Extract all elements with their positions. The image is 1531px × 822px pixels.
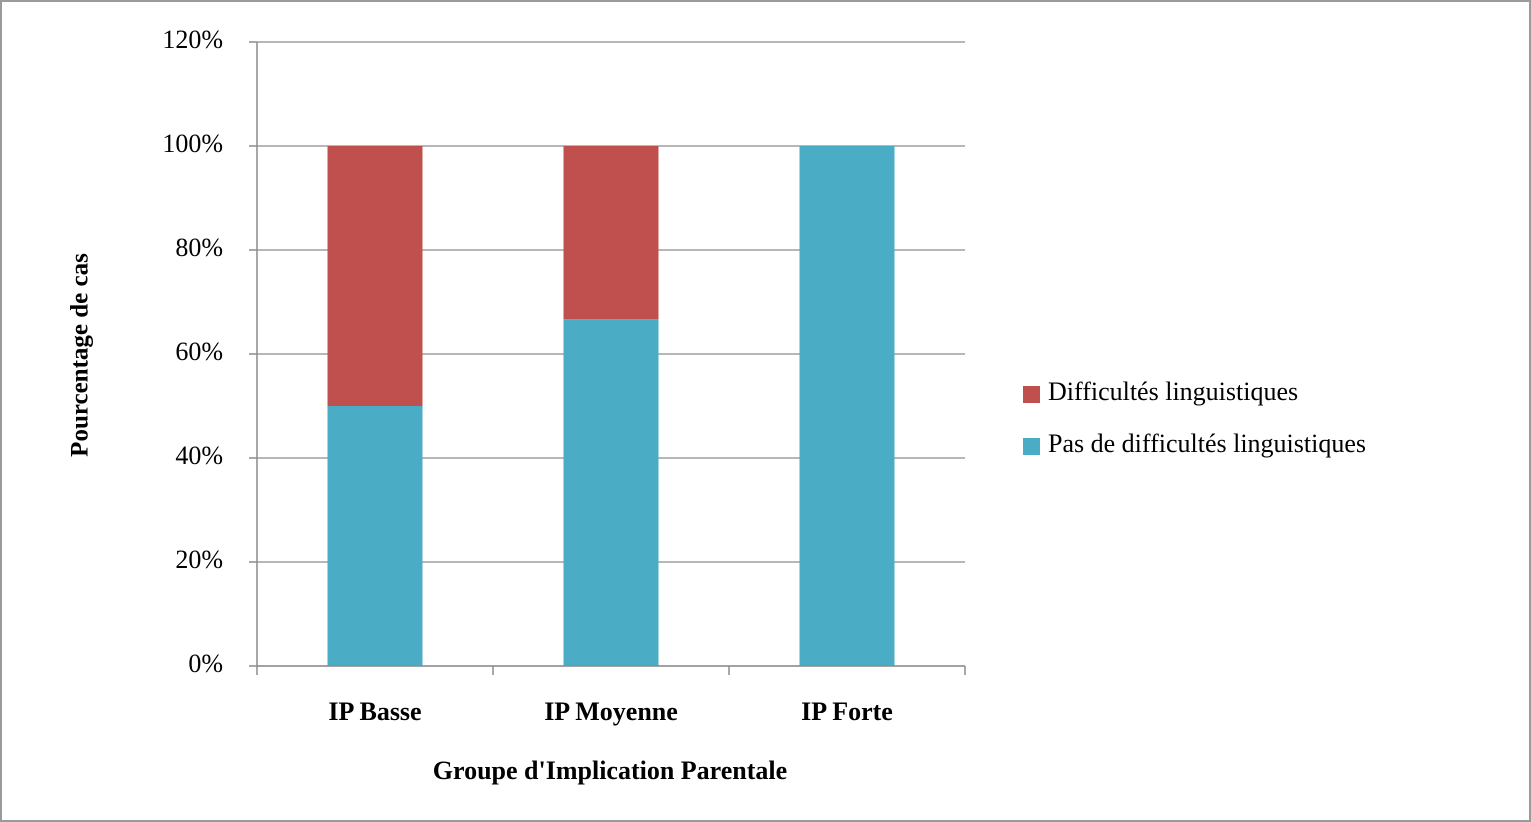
y-tick-label: 80% bbox=[175, 233, 223, 262]
legend-label: Pas de difficultés linguistiques bbox=[1048, 429, 1366, 458]
x-tick-label: IP Basse bbox=[328, 697, 421, 726]
y-tick-label: 40% bbox=[175, 441, 223, 470]
legend-swatch bbox=[1023, 438, 1040, 455]
y-axis-label: Pourcentage de cas bbox=[67, 253, 94, 457]
y-tick-label: 60% bbox=[175, 337, 223, 366]
x-tick-label: IP Forte bbox=[801, 697, 893, 726]
y-tick-label: 0% bbox=[188, 649, 223, 678]
y-tick-label: 100% bbox=[162, 129, 223, 158]
x-tick-label: IP Moyenne bbox=[544, 697, 678, 726]
bar-segment bbox=[799, 146, 895, 666]
y-tick-label: 120% bbox=[162, 25, 223, 54]
legend-label: Difficultés linguistiques bbox=[1048, 377, 1298, 406]
y-tick-label: 20% bbox=[175, 545, 223, 574]
x-axis-label: Groupe d'Implication Parentale bbox=[433, 756, 787, 785]
legend-swatch bbox=[1023, 386, 1040, 403]
bar-segment bbox=[563, 146, 659, 320]
bar-segment bbox=[327, 406, 423, 666]
bar-segment bbox=[327, 146, 423, 406]
bar-segment bbox=[563, 319, 659, 666]
